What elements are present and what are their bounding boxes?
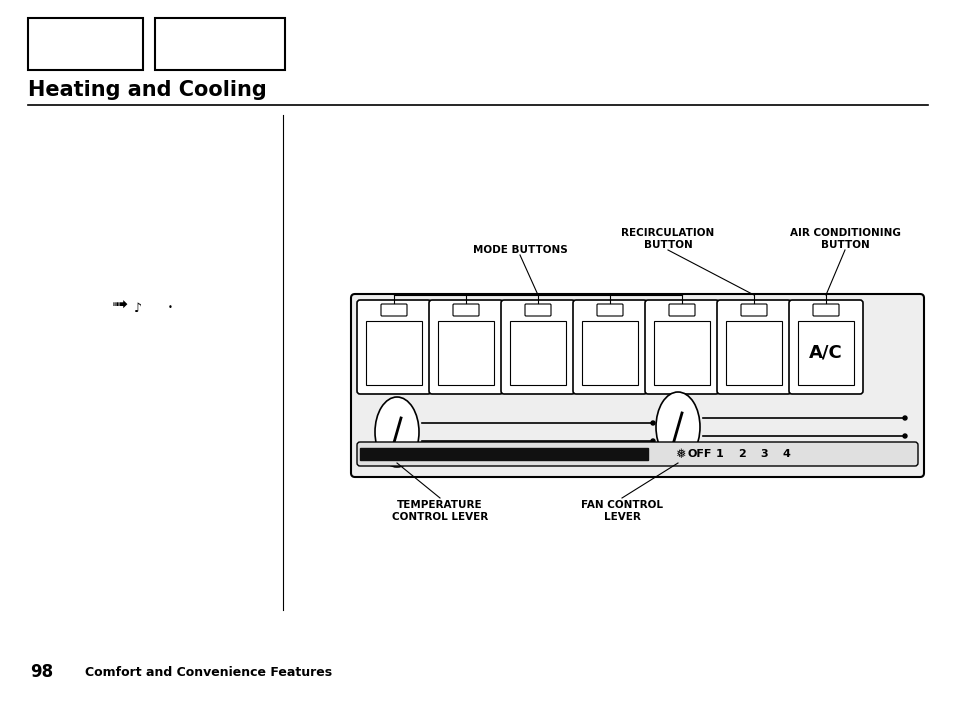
- Bar: [359, 448, 647, 460]
- FancyBboxPatch shape: [717, 300, 790, 394]
- FancyBboxPatch shape: [356, 300, 431, 394]
- Text: FAN CONTROL
LEVER: FAN CONTROL LEVER: [580, 500, 662, 522]
- FancyBboxPatch shape: [524, 304, 551, 316]
- Text: TEMPERATURE
CONTROL LEVER: TEMPERATURE CONTROL LEVER: [392, 500, 488, 522]
- FancyBboxPatch shape: [573, 300, 646, 394]
- FancyBboxPatch shape: [740, 304, 766, 316]
- Text: 2: 2: [738, 449, 745, 459]
- Bar: [366, 321, 421, 385]
- Ellipse shape: [902, 434, 906, 438]
- Text: •: •: [168, 303, 172, 312]
- Text: ♪: ♪: [133, 301, 142, 314]
- FancyBboxPatch shape: [812, 304, 838, 316]
- FancyBboxPatch shape: [500, 300, 575, 394]
- Text: ➟: ➟: [112, 296, 128, 314]
- Ellipse shape: [902, 416, 906, 420]
- Bar: [154, 18, 285, 70]
- FancyBboxPatch shape: [380, 304, 407, 316]
- Text: Heating and Cooling: Heating and Cooling: [28, 80, 267, 100]
- FancyBboxPatch shape: [644, 300, 719, 394]
- Bar: [797, 321, 853, 385]
- FancyBboxPatch shape: [668, 304, 695, 316]
- FancyBboxPatch shape: [453, 304, 478, 316]
- Ellipse shape: [650, 439, 655, 443]
- Text: 1: 1: [716, 449, 723, 459]
- Ellipse shape: [375, 397, 418, 467]
- Text: Comfort and Convenience Features: Comfort and Convenience Features: [85, 665, 332, 679]
- Ellipse shape: [656, 392, 700, 462]
- Text: A/C: A/C: [808, 344, 842, 362]
- Bar: [725, 321, 781, 385]
- Text: 98: 98: [30, 663, 53, 681]
- Text: 3: 3: [760, 449, 767, 459]
- Bar: [437, 321, 494, 385]
- FancyBboxPatch shape: [351, 294, 923, 477]
- Bar: [510, 321, 565, 385]
- Text: OFF: OFF: [687, 449, 712, 459]
- Ellipse shape: [650, 421, 655, 425]
- Text: ❅: ❅: [674, 447, 684, 461]
- Bar: [28, 18, 143, 70]
- Bar: [581, 321, 638, 385]
- FancyBboxPatch shape: [356, 442, 917, 466]
- Bar: [654, 321, 709, 385]
- FancyBboxPatch shape: [788, 300, 862, 394]
- Text: MODE BUTTONS: MODE BUTTONS: [472, 245, 567, 255]
- Text: AIR CONDITIONING
BUTTON: AIR CONDITIONING BUTTON: [789, 228, 900, 250]
- Text: RECIRCULATION
BUTTON: RECIRCULATION BUTTON: [620, 228, 714, 250]
- FancyBboxPatch shape: [597, 304, 622, 316]
- FancyBboxPatch shape: [429, 300, 502, 394]
- Text: 4: 4: [781, 449, 789, 459]
